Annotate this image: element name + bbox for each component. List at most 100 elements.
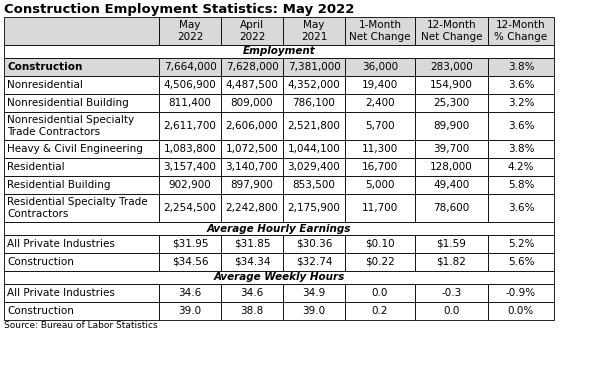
Text: 1,044,100: 1,044,100 bbox=[287, 144, 340, 154]
Text: 34.6: 34.6 bbox=[178, 288, 202, 298]
Bar bbox=[159, 76, 221, 94]
Text: 2,606,000: 2,606,000 bbox=[226, 121, 278, 131]
Bar bbox=[221, 94, 283, 112]
Bar bbox=[159, 58, 221, 76]
Text: 49,400: 49,400 bbox=[433, 180, 470, 190]
Text: 78,600: 78,600 bbox=[433, 203, 470, 213]
Bar bbox=[345, 253, 415, 271]
Text: 38.8: 38.8 bbox=[241, 306, 263, 316]
Bar bbox=[4, 45, 554, 58]
Text: 0.0: 0.0 bbox=[443, 306, 460, 316]
Bar bbox=[283, 140, 345, 158]
Text: 12-Month
% Change: 12-Month % Change bbox=[494, 20, 548, 42]
Bar bbox=[4, 58, 159, 76]
Text: 128,000: 128,000 bbox=[430, 162, 473, 172]
Bar bbox=[283, 302, 345, 320]
Text: 2,521,800: 2,521,800 bbox=[287, 121, 340, 131]
Bar bbox=[4, 140, 159, 158]
Bar bbox=[415, 158, 488, 176]
Bar bbox=[159, 235, 221, 253]
Text: Nonresidential Building: Nonresidential Building bbox=[7, 98, 129, 108]
Text: 1,083,800: 1,083,800 bbox=[164, 144, 217, 154]
Text: 0.0%: 0.0% bbox=[508, 306, 534, 316]
Bar bbox=[488, 235, 554, 253]
Text: $0.22: $0.22 bbox=[365, 257, 395, 267]
Text: 7,628,000: 7,628,000 bbox=[226, 62, 278, 72]
Text: $34.34: $34.34 bbox=[234, 257, 270, 267]
Text: 4,352,000: 4,352,000 bbox=[287, 80, 340, 90]
Bar bbox=[345, 112, 415, 140]
Bar bbox=[488, 140, 554, 158]
Bar bbox=[345, 58, 415, 76]
Text: 11,300: 11,300 bbox=[362, 144, 398, 154]
Text: 2,400: 2,400 bbox=[365, 98, 395, 108]
Text: 25,300: 25,300 bbox=[433, 98, 470, 108]
Text: 2,242,800: 2,242,800 bbox=[226, 203, 278, 213]
Bar bbox=[4, 222, 554, 235]
Bar bbox=[488, 302, 554, 320]
Bar bbox=[345, 76, 415, 94]
Bar bbox=[221, 58, 283, 76]
Bar bbox=[283, 158, 345, 176]
Bar bbox=[159, 302, 221, 320]
Text: 3.8%: 3.8% bbox=[508, 62, 534, 72]
Text: May
2022: May 2022 bbox=[177, 20, 203, 42]
Text: 154,900: 154,900 bbox=[430, 80, 473, 90]
Bar bbox=[488, 253, 554, 271]
Bar bbox=[283, 58, 345, 76]
Bar bbox=[283, 284, 345, 302]
Text: 897,900: 897,900 bbox=[230, 180, 274, 190]
Text: 3.6%: 3.6% bbox=[508, 203, 534, 213]
Bar bbox=[221, 140, 283, 158]
Bar bbox=[283, 112, 345, 140]
Text: $31.95: $31.95 bbox=[172, 239, 208, 249]
Text: 3.2%: 3.2% bbox=[508, 98, 534, 108]
Text: 34.9: 34.9 bbox=[302, 288, 326, 298]
Text: $31.85: $31.85 bbox=[234, 239, 270, 249]
Bar bbox=[345, 194, 415, 222]
Text: 2,254,500: 2,254,500 bbox=[164, 203, 217, 213]
Bar bbox=[488, 94, 554, 112]
Text: 3,029,400: 3,029,400 bbox=[287, 162, 340, 172]
Bar bbox=[415, 140, 488, 158]
Text: Average Weekly Hours: Average Weekly Hours bbox=[214, 273, 344, 282]
Text: 1-Month
Net Change: 1-Month Net Change bbox=[349, 20, 411, 42]
Text: 39,700: 39,700 bbox=[433, 144, 470, 154]
Text: Nonresidential: Nonresidential bbox=[7, 80, 83, 90]
Text: $30.36: $30.36 bbox=[296, 239, 332, 249]
Bar bbox=[4, 112, 159, 140]
Text: All Private Industries: All Private Industries bbox=[7, 239, 115, 249]
Bar bbox=[415, 194, 488, 222]
Bar bbox=[283, 194, 345, 222]
Bar bbox=[488, 284, 554, 302]
Text: 36,000: 36,000 bbox=[362, 62, 398, 72]
Bar bbox=[488, 17, 554, 45]
Text: 3,157,400: 3,157,400 bbox=[164, 162, 217, 172]
Text: -0.9%: -0.9% bbox=[506, 288, 536, 298]
Text: Construction Employment Statistics: May 2022: Construction Employment Statistics: May … bbox=[4, 3, 355, 16]
Bar bbox=[4, 194, 159, 222]
Text: 89,900: 89,900 bbox=[433, 121, 470, 131]
Bar bbox=[345, 302, 415, 320]
Bar bbox=[415, 284, 488, 302]
Text: 4,506,900: 4,506,900 bbox=[164, 80, 217, 90]
Bar bbox=[4, 176, 159, 194]
Bar bbox=[283, 17, 345, 45]
Text: 2,611,700: 2,611,700 bbox=[164, 121, 217, 131]
Text: $0.10: $0.10 bbox=[365, 239, 395, 249]
Text: 4.2%: 4.2% bbox=[508, 162, 534, 172]
Bar bbox=[159, 17, 221, 45]
Bar bbox=[415, 235, 488, 253]
Text: 0.0: 0.0 bbox=[372, 288, 388, 298]
Bar bbox=[159, 194, 221, 222]
Bar bbox=[283, 76, 345, 94]
Bar bbox=[159, 284, 221, 302]
Text: 4,487,500: 4,487,500 bbox=[226, 80, 278, 90]
Bar bbox=[415, 76, 488, 94]
Bar bbox=[221, 176, 283, 194]
Bar bbox=[221, 284, 283, 302]
Text: $1.59: $1.59 bbox=[437, 239, 466, 249]
Bar bbox=[345, 158, 415, 176]
Bar bbox=[345, 176, 415, 194]
Bar bbox=[159, 94, 221, 112]
